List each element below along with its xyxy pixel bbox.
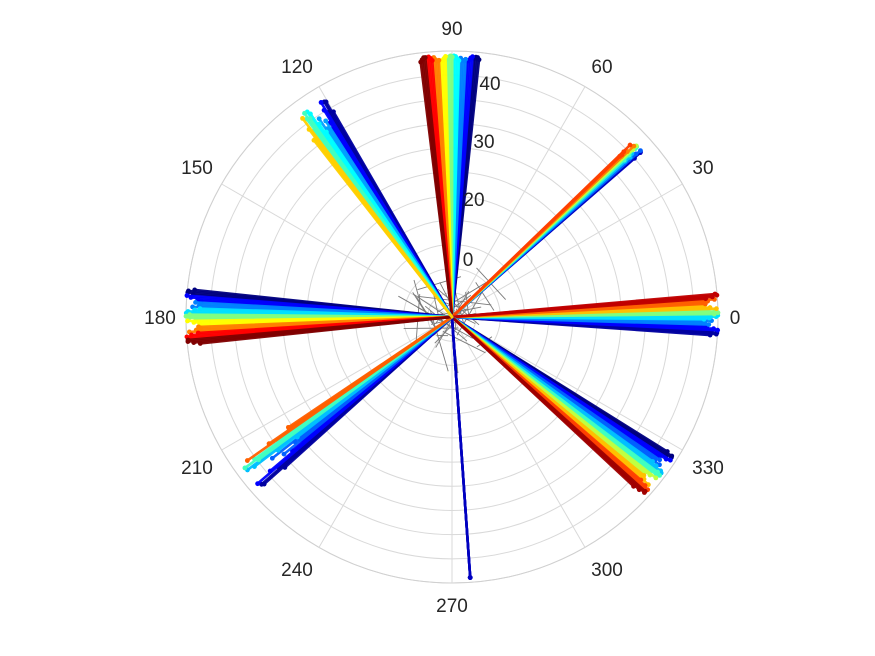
theta-tick-label: 180 (144, 308, 176, 329)
ray-point (266, 441, 272, 447)
ray-point (631, 143, 637, 149)
tick-labels: 0 30 60 90 120 150 180 210 240 270 300 330 0 20 30 40 (144, 19, 740, 617)
ray-line (450, 315, 472, 579)
ray-point (636, 487, 642, 493)
grid-spoke (221, 183, 453, 318)
ray-point (418, 59, 424, 65)
ray-point (318, 100, 324, 105)
ray-point (653, 475, 659, 481)
ray-point (714, 306, 719, 312)
r-tick-label: 0 (463, 250, 474, 271)
theta-tick-label: 150 (181, 158, 213, 179)
ray-point (707, 305, 713, 310)
ray-point (193, 300, 198, 305)
theta-tick-label: 210 (181, 458, 213, 479)
ray-point (285, 424, 291, 430)
theta-tick-label: 240 (281, 560, 313, 581)
ray-point (647, 472, 653, 478)
theta-tick-label: 270 (436, 596, 468, 617)
ray-point (641, 490, 647, 495)
theta-tick-label: 330 (692, 458, 724, 479)
ray-line (450, 143, 632, 319)
ray-point (715, 327, 721, 333)
r-tick-label: 30 (473, 132, 494, 153)
ray-line (312, 138, 454, 319)
ray-point (706, 322, 712, 327)
theta-tick-label: 300 (591, 560, 623, 581)
ray-point (197, 341, 203, 346)
ray-point (657, 457, 663, 463)
ray-point (191, 320, 197, 325)
ray-point (184, 293, 190, 298)
theta-tick-label: 30 (692, 158, 713, 179)
ray-point (255, 481, 261, 487)
ray-point (267, 468, 273, 474)
ray-point (311, 137, 317, 143)
theta-tick-label: 120 (281, 57, 313, 78)
grid-spoke (451, 86, 586, 318)
ray-point (191, 340, 197, 345)
grid-spoke (451, 316, 683, 451)
theta-tick-label: 90 (441, 19, 462, 40)
grid-spoke (221, 316, 453, 451)
ray-point (185, 339, 191, 344)
data-rays (183, 53, 721, 580)
ray-point (302, 110, 307, 116)
ray-point (300, 115, 305, 121)
ray-point (306, 126, 312, 132)
r-tick-label: 20 (463, 190, 484, 211)
ray-line (287, 315, 454, 429)
ray-point (281, 451, 287, 457)
grid-spoke (451, 183, 683, 318)
net-line (412, 292, 436, 328)
ray-point (316, 116, 322, 122)
ray-line (419, 60, 454, 319)
net-line (429, 310, 449, 372)
net-line (475, 282, 495, 311)
ray-point (185, 318, 190, 324)
ray-point (244, 458, 250, 463)
ray-point (269, 455, 275, 461)
r-tick-label: 40 (479, 74, 500, 95)
net-line (442, 331, 486, 354)
ray-point (259, 481, 264, 487)
ray-point (631, 483, 636, 489)
ray-point (711, 326, 716, 332)
ray-line (450, 292, 717, 319)
net-line (413, 279, 422, 305)
ray-point (467, 575, 473, 580)
grid-spoke (318, 316, 453, 548)
ray-line (198, 315, 454, 345)
theta-tick-label: 60 (591, 57, 612, 78)
ray-point (663, 456, 669, 462)
ray-point (667, 457, 673, 463)
ray-point (633, 151, 639, 157)
ray-point (712, 291, 718, 297)
ray-point (321, 107, 327, 113)
grid-spoke (451, 316, 586, 548)
ray-point (627, 142, 633, 148)
ray-point (242, 465, 248, 471)
theta-tick-label: 0 (730, 308, 741, 329)
ray-point (188, 295, 194, 300)
ray-point (638, 148, 643, 153)
ray-point (323, 118, 329, 124)
ray-line (450, 315, 635, 488)
